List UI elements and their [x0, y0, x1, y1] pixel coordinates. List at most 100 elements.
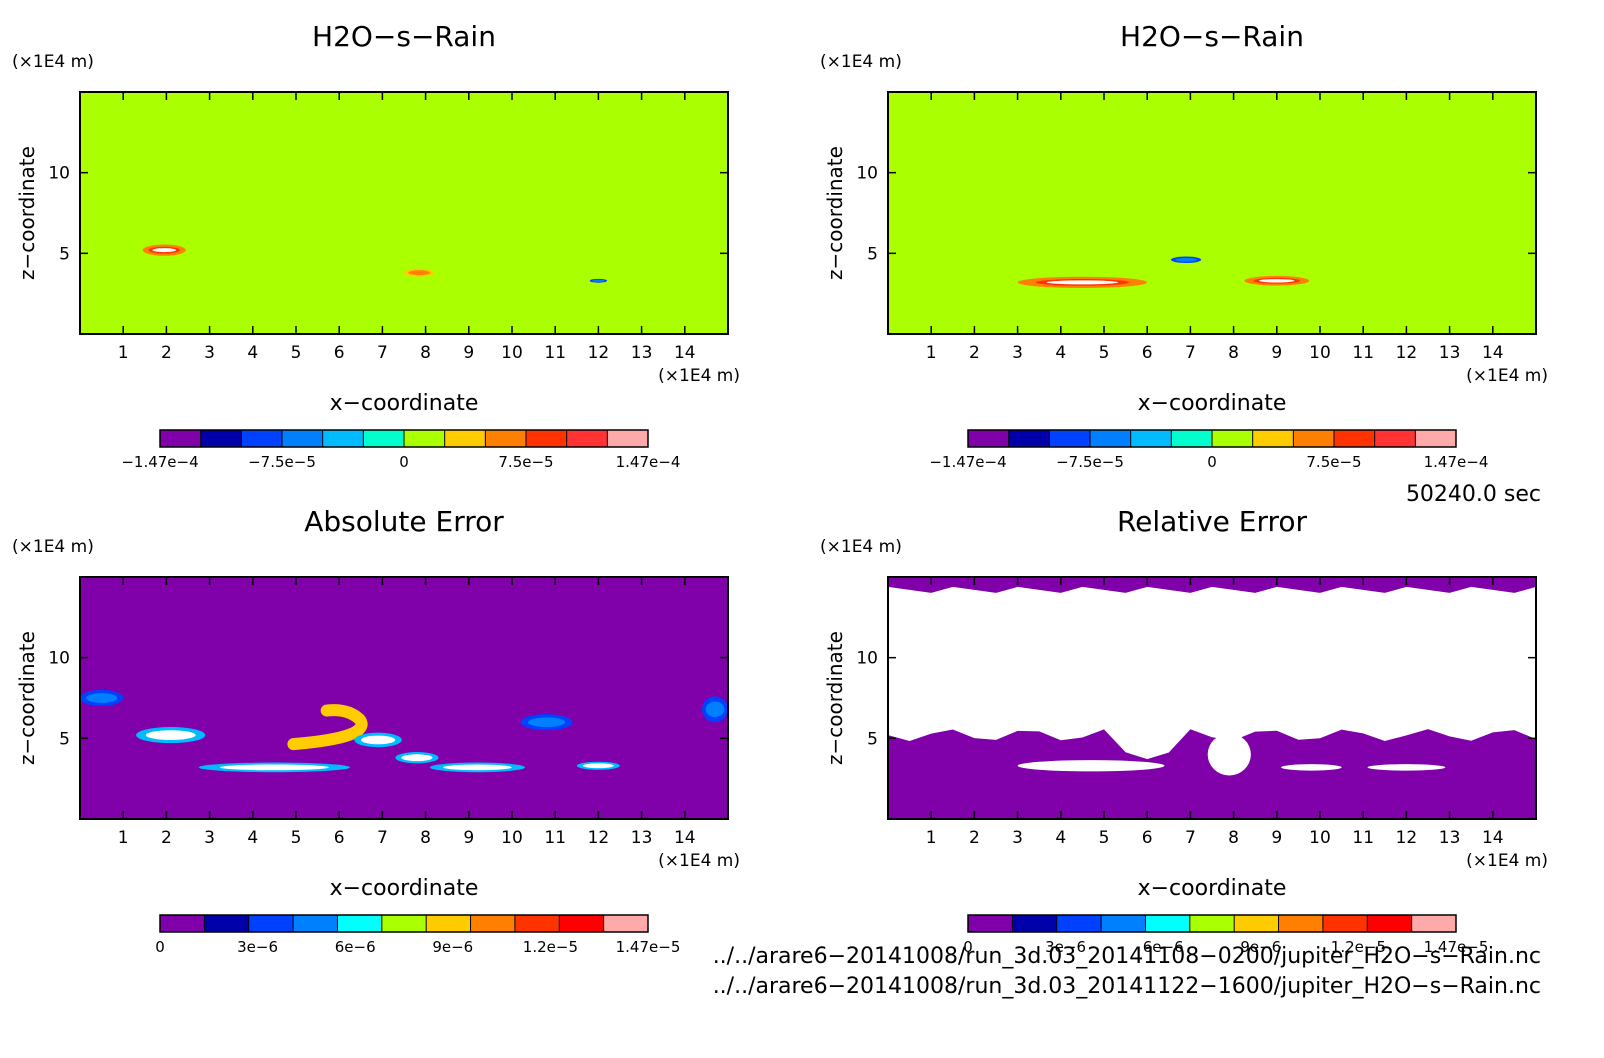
y-tick-label: 5: [867, 244, 878, 264]
colorbar-tick-label: −1.47e−4: [929, 453, 1006, 471]
x-tick-label: 14: [674, 343, 696, 363]
x-tick-label: 13: [1439, 828, 1461, 848]
colorbar-swatch: [200, 430, 242, 447]
x-tick-label: 11: [544, 343, 566, 363]
x-tick-label: 10: [501, 343, 523, 363]
field-blob-inner: [86, 693, 118, 703]
colorbar-swatch: [1411, 915, 1457, 932]
timestamp: 50240.0 sec: [1405, 482, 1541, 507]
panel-3: Absolute Error(×1E4 m)1 2 3 4 5 6 7 8 9 10 11 12 13 1…: [12, 505, 740, 956]
x-tick-label: 11: [1352, 343, 1374, 363]
colorbar-swatch: [160, 915, 205, 932]
x-unit-label: (×1E4 m): [658, 366, 740, 386]
x-tick-label: 3: [204, 828, 215, 848]
colorbar-swatch: [1367, 915, 1413, 932]
colorbar-swatch: [1101, 915, 1146, 932]
x-tick-label: 2: [161, 828, 172, 848]
colorbar-swatch: [1374, 430, 1416, 447]
colorbar-tick-label: 3e−6: [1045, 938, 1086, 956]
field-blob-core: [1258, 279, 1295, 283]
x-tick-label: 9: [1271, 343, 1282, 363]
colorbar-tick-label: 7.5e−5: [498, 453, 553, 471]
field-blob-inner: [592, 279, 605, 282]
panel-title: H2O−s−Rain: [312, 20, 496, 53]
colorbar-swatch: [363, 430, 405, 447]
x-tick-label: 12: [1396, 343, 1418, 363]
y-axis-label: z−coordinate: [823, 631, 847, 765]
colorbar-tick-label: 7.5e−5: [1306, 453, 1361, 471]
panel-1: H2O−s−Rain(×1E4 m)1 2 3 4 5 6 7 8 9 10 11 12 13 14510…: [12, 20, 740, 471]
colorbar-swatch: [1090, 430, 1132, 447]
x-tick-label: 8: [1228, 828, 1239, 848]
colorbar-swatch: [1234, 915, 1280, 932]
y-tick-label: 10: [48, 649, 70, 669]
x-tick-label: 9: [463, 828, 474, 848]
field-background: [80, 577, 728, 819]
colorbar-swatch: [293, 915, 338, 932]
y-tick-label: 10: [856, 164, 878, 184]
colorbar-swatch: [603, 915, 649, 932]
colorbar-swatch: [470, 915, 516, 932]
x-tick-label: 3: [1012, 343, 1023, 363]
x-tick-label: 5: [291, 828, 302, 848]
y-axis-label: z−coordinate: [823, 146, 847, 280]
plot-area: [888, 92, 1536, 334]
colorbar-swatch: [1145, 915, 1191, 932]
colorbar-tick-label: −7.5e−5: [1056, 453, 1124, 471]
colorbar-swatch: [1252, 430, 1294, 447]
x-tick-label: 8: [420, 343, 431, 363]
colorbar-swatch: [337, 915, 383, 932]
colorbar-tick-label: 1.47e−4: [616, 453, 681, 471]
colorbar-swatch: [1278, 915, 1324, 932]
plot-frame: [79, 91, 729, 335]
colorbar-tick-label: 3e−6: [237, 938, 278, 956]
x-tick-label: 5: [291, 343, 302, 363]
field-blob-core: [1046, 280, 1119, 285]
panel-4: Relative Error(×1E4 m)1 2 3 4 5 6 7 8 9 10 11 12 13 1…: [820, 505, 1548, 956]
x-tick-label: 1: [118, 828, 129, 848]
x-tick-label: 1: [926, 828, 937, 848]
x-tick-label: 3: [204, 343, 215, 363]
x-axis-label: x−coordinate: [330, 391, 479, 416]
colorbar-tick-label: 0: [963, 938, 973, 956]
colorbar-swatch: [514, 915, 560, 932]
x-tick-label: 7: [377, 828, 388, 848]
x-axis-label: x−coordinate: [1138, 391, 1287, 416]
y-unit-label: (×1E4 m): [12, 537, 94, 557]
colorbar-swatch: [1334, 430, 1376, 447]
x-tick-label: 10: [1309, 828, 1331, 848]
colorbar-tick-label: 1.2e−5: [1331, 938, 1386, 956]
x-tick-label: 10: [501, 828, 523, 848]
x-tick-label: 1: [118, 343, 129, 363]
field-blob-inner: [443, 764, 512, 771]
colorbar-tick-label: 0: [155, 938, 165, 956]
footer-file-2: ../../arare6−20141008/run_3d.03_20141122…: [712, 974, 1541, 999]
field-blob-inner: [408, 270, 431, 276]
colorbar-swatch: [241, 430, 283, 447]
colorbar-tick-label: 1.47e−5: [1424, 938, 1489, 956]
x-tick-label: 5: [1099, 343, 1110, 363]
colorbar-tick-label: 6e−6: [1143, 938, 1184, 956]
colorbar-tick-label: 1.2e−5: [523, 938, 578, 956]
footer-file-1: ../../arare6−20141008/run_3d.03_20141108…: [712, 944, 1541, 969]
panel-title: Relative Error: [1117, 505, 1308, 538]
colorbar-swatch: [607, 430, 649, 447]
x-tick-label: 12: [588, 343, 610, 363]
colorbar-tick-label: 9e−6: [432, 938, 473, 956]
x-tick-label: 13: [1439, 343, 1461, 363]
x-tick-label: 11: [1352, 828, 1374, 848]
panel-2: H2O−s−Rain(×1E4 m)1 2 3 4 5 6 7 8 9 10 11 12 13 14510…: [820, 20, 1548, 471]
x-tick-label: 5: [1099, 828, 1110, 848]
colorbar-tick-label: 1.47e−5: [616, 938, 681, 956]
colorbar-swatch: [248, 915, 294, 932]
x-tick-label: 2: [161, 343, 172, 363]
field-background: [888, 92, 1536, 334]
colorbar-tick-label: −7.5e−5: [248, 453, 316, 471]
field-white-blob: [1017, 760, 1165, 772]
x-tick-label: 9: [463, 343, 474, 363]
colorbar-tick-label: 0: [1207, 453, 1217, 471]
x-tick-label: 10: [1309, 343, 1331, 363]
colorbar-tick-label: 6e−6: [335, 938, 376, 956]
x-tick-label: 13: [631, 828, 653, 848]
x-tick-label: 6: [334, 828, 345, 848]
